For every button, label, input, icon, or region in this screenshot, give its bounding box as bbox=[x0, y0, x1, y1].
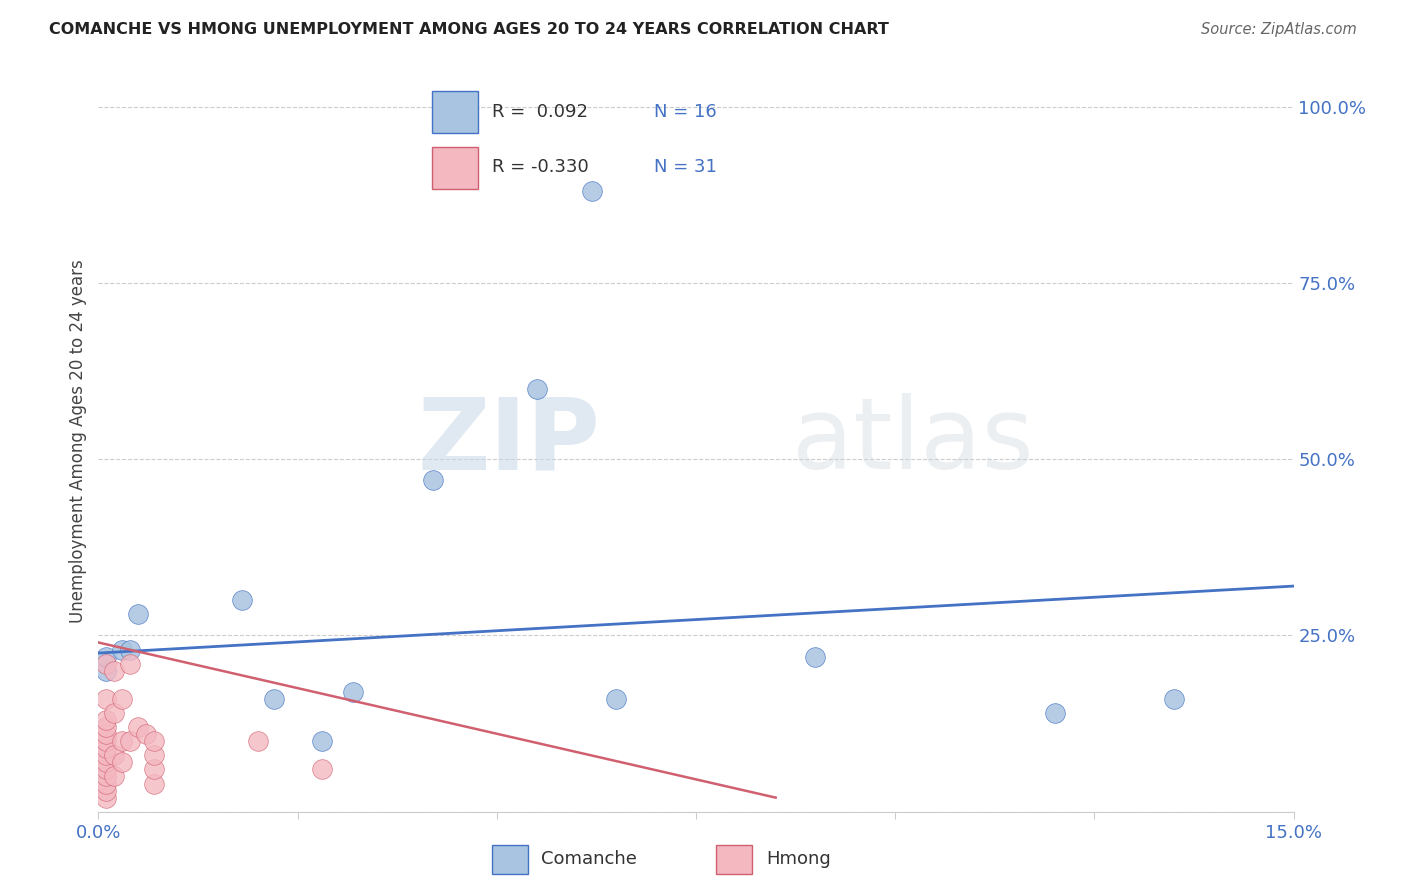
Text: N = 31: N = 31 bbox=[654, 158, 717, 176]
Point bbox=[103, 664, 125, 678]
Text: R =  0.092: R = 0.092 bbox=[492, 103, 588, 120]
Point bbox=[143, 748, 166, 763]
Point bbox=[111, 756, 134, 770]
Point bbox=[135, 727, 157, 741]
Text: Hmong: Hmong bbox=[766, 849, 831, 868]
Text: atlas: atlas bbox=[792, 393, 1033, 490]
Point bbox=[96, 741, 118, 756]
Point bbox=[231, 593, 253, 607]
Point bbox=[111, 734, 134, 748]
Point bbox=[96, 657, 118, 671]
Text: Source: ZipAtlas.com: Source: ZipAtlas.com bbox=[1201, 22, 1357, 37]
Point bbox=[96, 713, 118, 727]
Point bbox=[422, 473, 444, 487]
Point bbox=[143, 776, 166, 790]
Text: N = 16: N = 16 bbox=[654, 103, 717, 120]
Point bbox=[143, 763, 166, 777]
Text: ZIP: ZIP bbox=[418, 393, 600, 490]
Point bbox=[96, 776, 118, 790]
Point bbox=[1043, 706, 1066, 720]
Point bbox=[111, 692, 134, 706]
Text: COMANCHE VS HMONG UNEMPLOYMENT AMONG AGES 20 TO 24 YEARS CORRELATION CHART: COMANCHE VS HMONG UNEMPLOYMENT AMONG AGE… bbox=[49, 22, 889, 37]
Point bbox=[311, 763, 333, 777]
Point bbox=[96, 756, 118, 770]
Text: R = -0.330: R = -0.330 bbox=[492, 158, 589, 176]
Point bbox=[143, 734, 166, 748]
Point bbox=[127, 607, 149, 622]
FancyBboxPatch shape bbox=[433, 146, 478, 188]
Point bbox=[96, 720, 118, 734]
Point bbox=[103, 748, 125, 763]
Point bbox=[526, 382, 548, 396]
Point bbox=[120, 734, 142, 748]
Point bbox=[804, 649, 827, 664]
Point bbox=[311, 734, 333, 748]
Point bbox=[103, 769, 125, 783]
FancyBboxPatch shape bbox=[433, 91, 478, 133]
Point bbox=[96, 748, 118, 763]
Point bbox=[120, 657, 142, 671]
Point bbox=[246, 734, 269, 748]
Point bbox=[96, 692, 118, 706]
Point bbox=[103, 706, 125, 720]
FancyBboxPatch shape bbox=[492, 845, 527, 874]
FancyBboxPatch shape bbox=[717, 845, 752, 874]
Point bbox=[96, 769, 118, 783]
Point bbox=[96, 783, 118, 797]
Point bbox=[111, 642, 134, 657]
Point bbox=[96, 649, 118, 664]
Point bbox=[96, 790, 118, 805]
Point bbox=[342, 685, 364, 699]
Point bbox=[96, 664, 118, 678]
Y-axis label: Unemployment Among Ages 20 to 24 years: Unemployment Among Ages 20 to 24 years bbox=[69, 260, 87, 624]
Point bbox=[96, 734, 118, 748]
Point bbox=[263, 692, 285, 706]
Point bbox=[96, 763, 118, 777]
Point bbox=[120, 642, 142, 657]
Point bbox=[127, 720, 149, 734]
Text: Comanche: Comanche bbox=[541, 849, 637, 868]
Point bbox=[605, 692, 627, 706]
Point bbox=[96, 727, 118, 741]
Point bbox=[1163, 692, 1185, 706]
Point bbox=[581, 184, 603, 198]
